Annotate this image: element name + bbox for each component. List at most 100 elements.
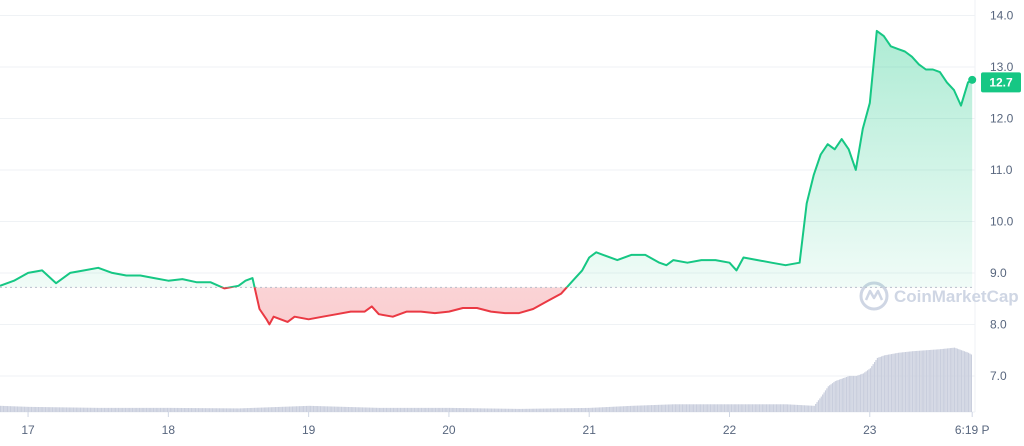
watermark-label: CoinMarketCap <box>894 287 1019 306</box>
volume-bar <box>902 352 904 412</box>
volume-bar <box>373 407 375 412</box>
volume-bar <box>23 406 26 412</box>
volume-bar <box>54 407 56 412</box>
volume-bar <box>614 406 616 412</box>
x-tick-label: 17 <box>21 423 35 437</box>
volume-bar <box>895 353 897 412</box>
volume-bar <box>711 404 713 412</box>
volume-bar <box>65 407 68 412</box>
volume-bar <box>531 408 533 412</box>
volume-bar <box>695 404 698 412</box>
volume-bar <box>845 376 848 412</box>
volume-bar <box>202 408 204 412</box>
volume-bar <box>899 352 901 412</box>
volume-bar <box>53 407 55 412</box>
volume-bar <box>352 407 354 412</box>
volume-bar <box>812 405 814 412</box>
volume-bar <box>552 408 554 412</box>
volume-bar <box>51 407 54 412</box>
volume-bar <box>300 406 302 412</box>
volume-bar <box>892 353 894 412</box>
volume-bar <box>478 408 480 412</box>
volume-bar <box>563 408 566 412</box>
volume-bar <box>852 375 855 412</box>
volume-bar <box>366 407 368 412</box>
volume-bar <box>145 407 148 412</box>
volume-bar <box>566 408 568 412</box>
volume-bar <box>726 404 728 412</box>
volume-bar <box>758 404 761 412</box>
volume-bar <box>408 407 410 412</box>
volume-bar <box>562 408 564 412</box>
volume-bar <box>662 404 664 412</box>
volume-bar <box>74 407 76 412</box>
volume-bar <box>416 407 418 412</box>
volume-bar <box>127 407 129 412</box>
volume-bar <box>129 407 131 412</box>
volume-bar <box>281 406 284 412</box>
volume-bar <box>669 404 671 412</box>
volume-bar <box>122 407 124 412</box>
volume-bar <box>551 408 553 412</box>
volume-bar <box>103 407 106 412</box>
volume-bar <box>611 406 613 412</box>
volume-bar <box>377 407 379 412</box>
volume-bar <box>857 375 859 412</box>
volume-bar <box>824 390 827 412</box>
volume-bar <box>375 407 378 412</box>
volume-bar <box>357 407 359 412</box>
volume-bar <box>110 407 113 412</box>
volume-bar <box>455 407 458 412</box>
volume-bar <box>833 382 835 412</box>
volume-bar <box>585 407 587 412</box>
volume-bar <box>791 404 793 412</box>
volume-bar <box>597 407 599 412</box>
volume-bar <box>432 407 434 412</box>
volume-bar <box>56 407 58 412</box>
volume-bar <box>321 406 323 412</box>
volume-bar <box>765 404 768 412</box>
volume-bar <box>422 407 424 412</box>
volume-bar <box>815 403 817 412</box>
volume-bar <box>851 375 853 412</box>
volume-bar <box>200 408 202 412</box>
volume-bar <box>808 405 810 412</box>
volume-bar <box>347 406 350 412</box>
volume-bar <box>453 407 455 412</box>
volume-bar <box>869 368 871 412</box>
volume-bar <box>576 408 578 412</box>
volume-bar <box>509 408 511 412</box>
volume-bar <box>716 404 719 412</box>
volume-bar <box>460 408 462 412</box>
volume-bar <box>503 408 505 412</box>
volume-bar <box>78 407 80 412</box>
volume-bar <box>338 406 340 412</box>
volume-bar <box>448 407 451 412</box>
volume-bar <box>749 404 751 412</box>
volume-bar <box>920 350 922 412</box>
volume-bar <box>946 348 949 412</box>
volume-bar <box>708 404 710 412</box>
volume-bar <box>559 408 561 412</box>
volume-bar <box>879 356 881 412</box>
volume-bar <box>655 404 657 412</box>
y-tick-label: 10.0 <box>990 214 1014 228</box>
y-axis-labels: 14.0 13.0 12.0 11.0 10.0 9.0 8.0 7.0 <box>990 8 1014 383</box>
volume-bar <box>893 353 895 412</box>
volume-bar <box>0 405 2 412</box>
volume-bar <box>325 406 327 412</box>
volume-bar <box>137 407 139 412</box>
x-tick-label: 21 <box>583 423 597 437</box>
volume-bar <box>844 377 846 412</box>
volume-bar <box>519 408 521 412</box>
volume-bar <box>183 407 185 412</box>
volume-bar <box>206 408 208 412</box>
volume-bar <box>1 405 3 412</box>
volume-bar <box>71 407 73 412</box>
volume-bar <box>868 369 870 412</box>
volume-bar <box>777 404 779 412</box>
volume-bar <box>934 349 936 412</box>
volume-bar <box>742 404 744 412</box>
volume-bar <box>963 351 965 412</box>
volume-bar <box>25 406 27 412</box>
